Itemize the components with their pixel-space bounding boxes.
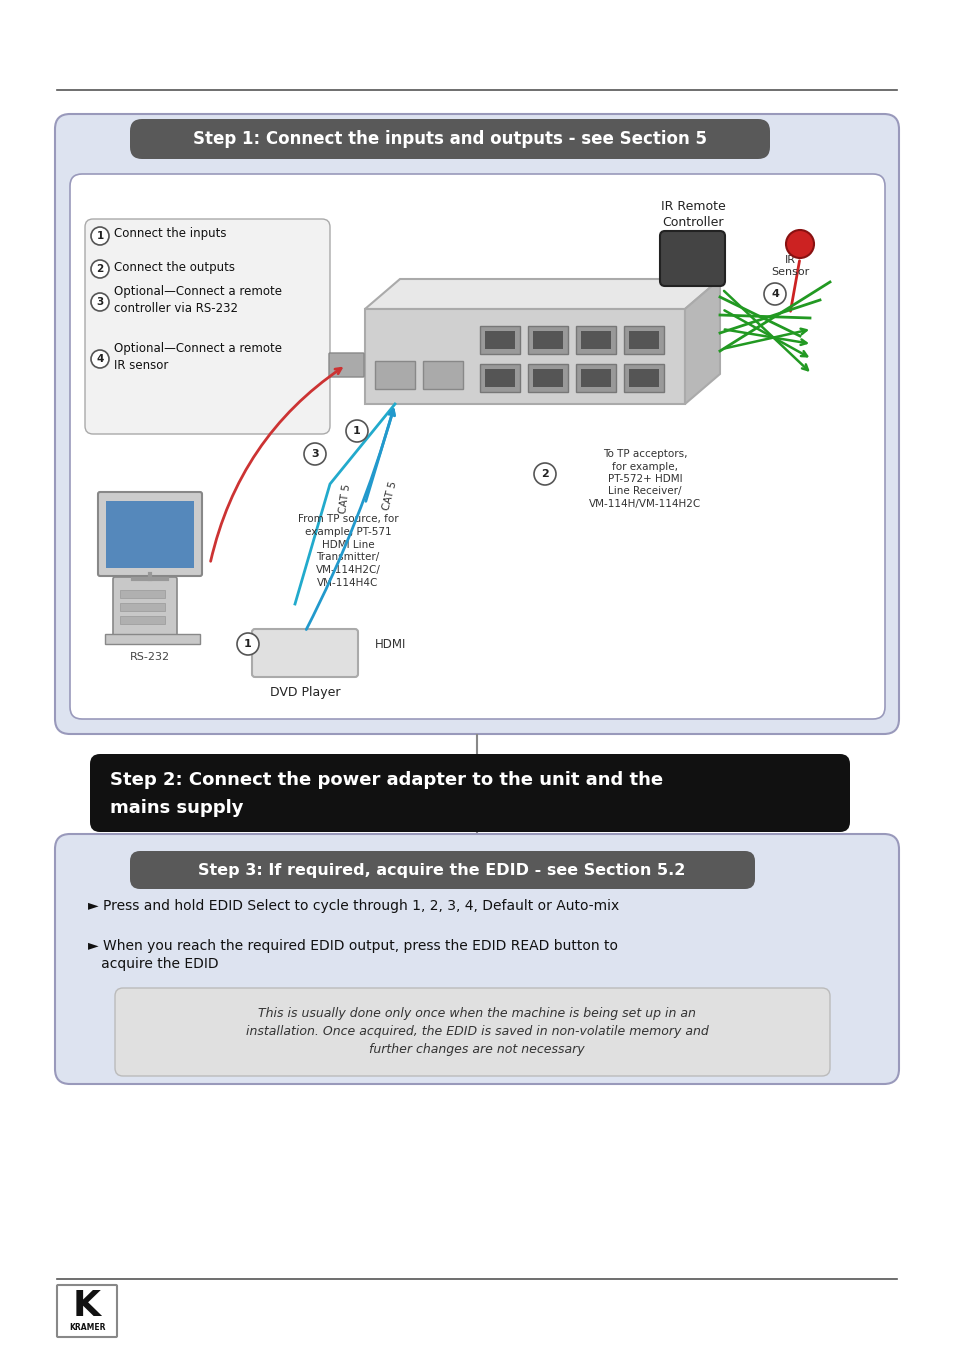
Text: Connect the outputs: Connect the outputs [113, 260, 234, 274]
Text: 2: 2 [96, 264, 104, 274]
Bar [365, 309, 684, 403]
Circle shape [91, 349, 109, 368]
Bar [479, 326, 519, 353]
Text: CAT 5: CAT 5 [337, 483, 352, 515]
Bar [623, 326, 663, 353]
FancyBboxPatch shape [659, 232, 724, 286]
FancyBboxPatch shape [55, 834, 898, 1085]
FancyBboxPatch shape [115, 988, 829, 1076]
Polygon shape [365, 279, 720, 309]
Bar [580, 330, 610, 349]
Text: IR
Sensor: IR Sensor [770, 255, 808, 278]
Bar [106, 501, 193, 567]
FancyBboxPatch shape [329, 353, 364, 376]
Circle shape [785, 230, 813, 259]
Text: ► Press and hold EDID Select to cycle through 1, 2, 3, 4, Default or Auto-mix: ► Press and hold EDID Select to cycle th… [88, 899, 618, 913]
Text: This is usually done only once when the machine is being set up in an
installati: This is usually done only once when the … [245, 1007, 708, 1056]
Bar [576, 326, 616, 353]
Circle shape [763, 283, 785, 305]
Circle shape [91, 260, 109, 278]
Circle shape [91, 227, 109, 245]
Bar [484, 330, 515, 349]
Text: Connect the inputs: Connect the inputs [113, 227, 226, 241]
Bar [580, 370, 610, 387]
Text: KRAMER: KRAMER [69, 1323, 105, 1332]
Text: 2: 2 [540, 468, 548, 479]
Bar [375, 362, 415, 389]
Bar [576, 364, 616, 393]
Circle shape [91, 292, 109, 311]
Text: Optional—Connect a remote
IR sensor: Optional—Connect a remote IR sensor [113, 343, 282, 372]
Text: CAT 5: CAT 5 [381, 481, 398, 512]
Text: To TP acceptors,
for example,
PT-572+ HDMI
Line Receiver/
VM-114H/VM-114H2C: To TP acceptors, for example, PT-572+ HD… [588, 450, 700, 509]
Text: 4: 4 [770, 288, 778, 299]
Text: Optional—Connect a remote
controller via RS-232: Optional—Connect a remote controller via… [113, 284, 282, 315]
Bar [623, 364, 663, 393]
Text: HDMI: HDMI [375, 638, 406, 650]
Bar [527, 364, 567, 393]
FancyBboxPatch shape [85, 219, 330, 435]
Text: Step 3: If required, acquire the EDID - see Section 5.2: Step 3: If required, acquire the EDID - … [198, 862, 685, 877]
Bar [533, 370, 562, 387]
FancyBboxPatch shape [112, 577, 177, 636]
Text: 3: 3 [311, 450, 318, 459]
Text: Step 1: Connect the inputs and outputs - see Section 5: Step 1: Connect the inputs and outputs -… [193, 130, 706, 148]
FancyBboxPatch shape [70, 175, 884, 719]
Polygon shape [684, 279, 720, 403]
Text: DVD Player: DVD Player [270, 686, 340, 699]
FancyBboxPatch shape [98, 492, 202, 575]
Text: IR Remote
Controller: IR Remote Controller [659, 200, 724, 229]
FancyBboxPatch shape [130, 119, 769, 158]
Text: ► When you reach the required EDID output, press the EDID READ button to
   acqu: ► When you reach the required EDID outpu… [88, 940, 618, 971]
FancyBboxPatch shape [55, 114, 898, 734]
Text: Step 2: Connect the power adapter to the unit and the: Step 2: Connect the power adapter to the… [110, 770, 662, 789]
FancyBboxPatch shape [252, 630, 357, 677]
Text: 4: 4 [96, 353, 104, 364]
FancyBboxPatch shape [57, 1285, 117, 1336]
Circle shape [304, 443, 326, 464]
Text: 1: 1 [96, 232, 104, 241]
Circle shape [236, 634, 258, 655]
Text: 3: 3 [96, 297, 104, 307]
Circle shape [346, 420, 368, 441]
Bar [533, 330, 562, 349]
Bar [105, 634, 200, 645]
Bar [120, 603, 165, 611]
Text: RS-232: RS-232 [130, 653, 170, 662]
FancyBboxPatch shape [130, 852, 754, 890]
Bar [120, 590, 165, 598]
FancyBboxPatch shape [90, 754, 849, 831]
Bar [120, 616, 165, 624]
Bar [422, 362, 462, 389]
Text: From TP source, for
example, PT-571
HDMI Line
Transmitter/
VM-114H2C/
VM-114H4C: From TP source, for example, PT-571 HDMI… [297, 515, 398, 588]
Text: 1: 1 [244, 639, 252, 649]
Text: 1: 1 [353, 427, 360, 436]
Bar [628, 370, 659, 387]
Bar [479, 364, 519, 393]
Text: K: K [73, 1289, 101, 1323]
Text: mains supply: mains supply [110, 799, 243, 816]
Bar [628, 330, 659, 349]
Bar [527, 326, 567, 353]
Bar [484, 370, 515, 387]
Circle shape [534, 463, 556, 485]
